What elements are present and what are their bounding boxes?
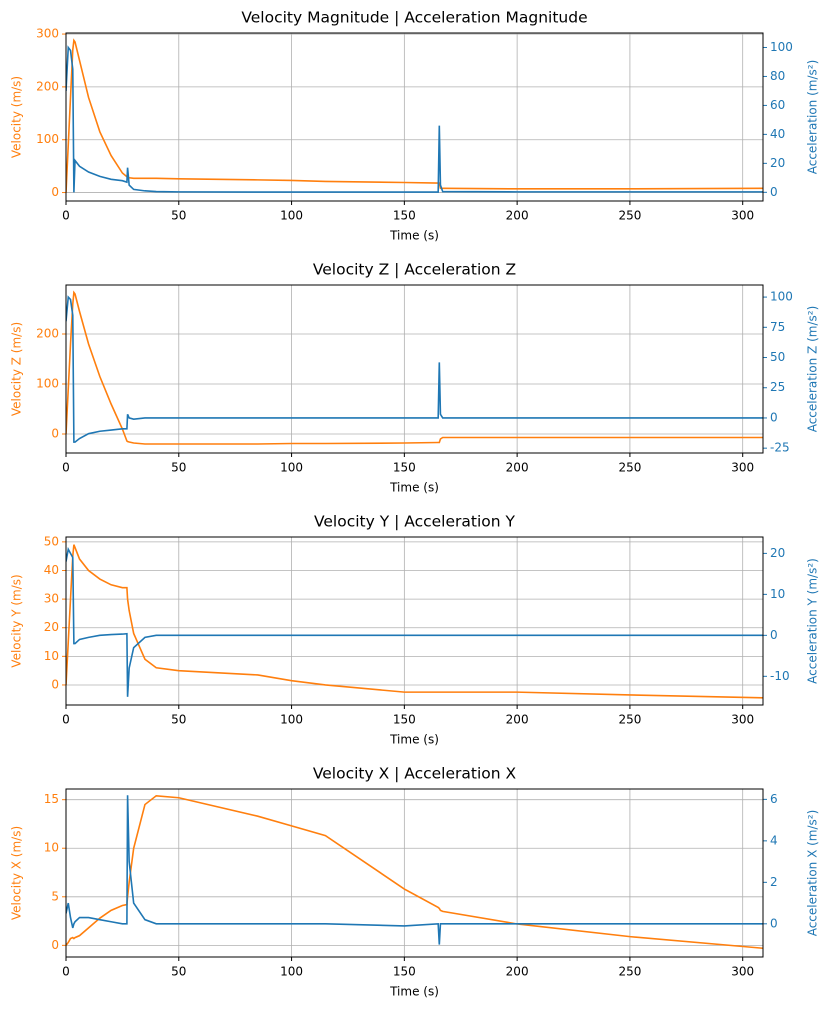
data-line xyxy=(66,290,763,445)
y2-tick-label: 100 xyxy=(770,290,793,304)
y2-tick-label: 0 xyxy=(770,916,778,930)
y2-tick-label: 0 xyxy=(770,410,778,424)
y-axis-label: Velocity Y (m/s) xyxy=(10,574,24,667)
x-tick-label: 100 xyxy=(280,209,303,223)
y-tick-label: 20 xyxy=(44,620,59,634)
subplot: Velocity Y | Acceleration Y0 50 100 150 200 2… xyxy=(10,513,820,747)
x-axis-label: Time (s) xyxy=(389,985,439,999)
y2-tick-label: 10 xyxy=(770,587,785,601)
y-axis-label: Velocity (m/s) xyxy=(10,76,24,158)
subplot-title: Velocity Y | Acceleration Y xyxy=(314,513,516,531)
data-line xyxy=(66,795,763,945)
x-tick-label: 0 xyxy=(62,209,70,223)
x-tick-label: 300 xyxy=(731,209,754,223)
x-tick-label: 0 xyxy=(62,461,70,475)
y-tick-label: 30 xyxy=(44,592,59,606)
x-tick-label: 200 xyxy=(506,209,529,223)
subplot: Velocity X | Acceleration X0 50 100 150 200 2… xyxy=(10,765,820,999)
x-tick-label: 50 xyxy=(171,209,186,223)
y-tick-label: 50 xyxy=(44,534,59,548)
y-tick-label: 15 xyxy=(44,792,59,806)
data-line xyxy=(66,546,763,697)
x-tick-label: 250 xyxy=(618,965,641,979)
plot-frame xyxy=(65,284,764,454)
y2-tick-label: 60 xyxy=(770,98,785,112)
y2-tick-label: 75 xyxy=(770,320,785,334)
x-tick-label: 0 xyxy=(62,965,70,979)
y-tick-label: 10 xyxy=(44,649,59,663)
x-tick-label: 300 xyxy=(731,965,754,979)
x-tick-label: 200 xyxy=(506,461,529,475)
y2-tick-label: -25 xyxy=(770,441,790,455)
y-tick-label: 200 xyxy=(36,79,59,93)
x-tick-label: 150 xyxy=(393,461,416,475)
x-tick-label: 250 xyxy=(618,713,641,727)
x-axis-label: Time (s) xyxy=(389,481,439,495)
x-tick-label: 150 xyxy=(393,713,416,727)
y-tick-label: 10 xyxy=(44,841,59,855)
x-tick-label: 100 xyxy=(280,713,303,727)
subplot: Velocity Z | Acceleration Z 0 50 100 150 200 2… xyxy=(10,261,820,495)
y2-tick-label: 0 xyxy=(770,185,778,199)
y2-tick-label: 4 xyxy=(770,833,778,847)
x-tick-label: 300 xyxy=(731,461,754,475)
y-tick-label: 5 xyxy=(51,889,59,903)
subplot-title: Velocity X | Acceleration X xyxy=(313,765,517,783)
x-tick-label: 150 xyxy=(393,965,416,979)
y2-tick-label: 20 xyxy=(770,546,785,560)
y-tick-label: 0 xyxy=(51,427,59,441)
subplot: Velocity Magnitude | Acceleration Magnit… xyxy=(10,9,820,243)
x-axis-label: Time (s) xyxy=(389,733,439,747)
subplot-title: Velocity Magnitude | Acceleration Magnit… xyxy=(241,9,587,27)
y-tick-label: 300 xyxy=(36,27,59,41)
y2-tick-label: 100 xyxy=(770,40,793,54)
x-tick-label: 200 xyxy=(506,965,529,979)
y-tick-label: 100 xyxy=(36,132,59,146)
y-tick-label: 40 xyxy=(44,563,59,577)
x-tick-label: 0 xyxy=(62,713,70,727)
plot-frame xyxy=(65,788,764,958)
x-axis-label: Time (s) xyxy=(389,229,439,243)
y2-tick-label: 50 xyxy=(770,350,785,364)
x-tick-label: 50 xyxy=(171,713,186,727)
x-tick-label: 300 xyxy=(731,713,754,727)
y-tick-label: 0 xyxy=(51,938,59,952)
data-line xyxy=(66,45,763,193)
y2-tick-label: 0 xyxy=(770,628,778,642)
y2-tick-label: 6 xyxy=(770,792,778,806)
y2-axis-label: Acceleration Y (m/s²) xyxy=(806,558,820,684)
x-tick-label: 100 xyxy=(280,965,303,979)
y2-axis-label: Acceleration (m/s²) xyxy=(806,60,820,175)
y-axis-label: Velocity Z (m/s) xyxy=(10,322,24,416)
y2-axis-label: Acceleration X (m/s²) xyxy=(806,810,820,937)
x-tick-label: 100 xyxy=(280,461,303,475)
y2-tick-label: 80 xyxy=(770,69,785,83)
x-tick-label: 200 xyxy=(506,713,529,727)
y-tick-label: 100 xyxy=(36,377,59,391)
x-tick-label: 250 xyxy=(618,209,641,223)
y2-tick-label: -10 xyxy=(770,669,790,683)
data-line xyxy=(66,794,763,950)
y2-tick-label: 20 xyxy=(770,156,785,170)
x-tick-label: 50 xyxy=(171,965,186,979)
y2-tick-label: 25 xyxy=(770,380,785,394)
y-tick-label: 200 xyxy=(36,327,59,341)
y-tick-label: 0 xyxy=(51,677,59,691)
y-axis-label: Velocity X (m/s) xyxy=(10,826,24,920)
x-tick-label: 50 xyxy=(171,461,186,475)
y2-axis-label: Acceleration Z (m/s²) xyxy=(806,306,820,433)
x-tick-label: 250 xyxy=(618,461,641,475)
x-tick-label: 150 xyxy=(393,209,416,223)
y-tick-label: 0 xyxy=(51,185,59,199)
subplot-title: Velocity Z | Acceleration Z xyxy=(313,261,516,279)
data-line xyxy=(66,544,763,699)
plot-frame xyxy=(65,536,764,706)
plot-frame xyxy=(65,32,764,202)
data-line xyxy=(66,295,763,443)
data-line xyxy=(66,38,763,193)
y2-tick-label: 40 xyxy=(770,127,785,141)
y2-tick-label: 2 xyxy=(770,875,778,889)
